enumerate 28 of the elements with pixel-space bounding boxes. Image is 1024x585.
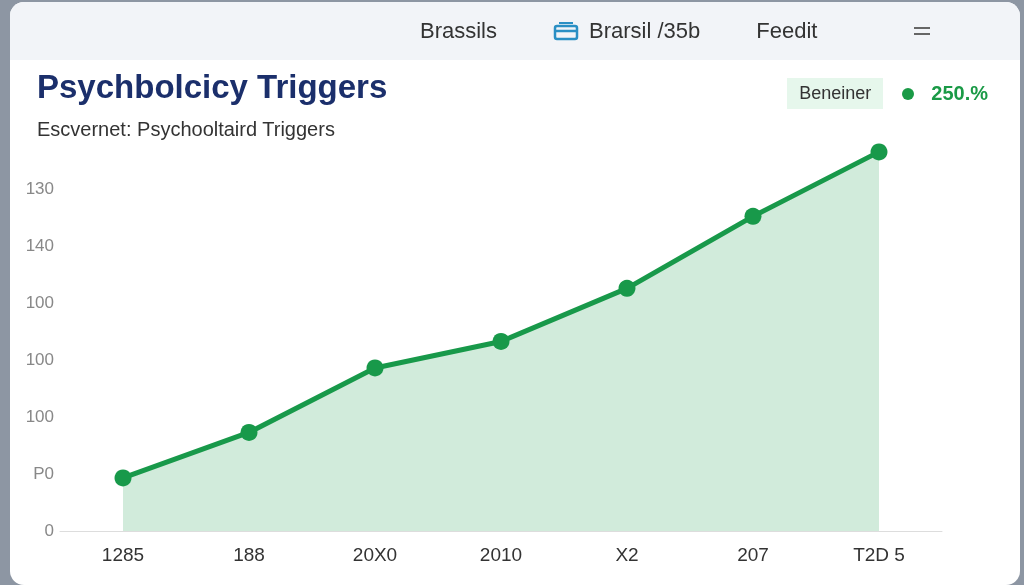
- text: 0: [44, 521, 54, 541]
- text: 130: [25, 179, 54, 200]
- text: 100: [25, 407, 54, 428]
- text: 100: [25, 293, 54, 314]
- x-tick-label: 20X0: [352, 544, 398, 565]
- x-tick-label: X2: [615, 544, 639, 565]
- point: [366, 359, 384, 377]
- point: [492, 332, 510, 350]
- text: Beneiner: [787, 78, 884, 109]
- text: 250.%: [930, 82, 988, 105]
- point: [618, 279, 636, 297]
- x-tick-label: 2010: [479, 544, 523, 565]
- x-tick-label: 207: [737, 544, 769, 565]
- text: 140: [25, 236, 54, 257]
- text: Brassils: [420, 18, 498, 44]
- point: [114, 469, 132, 487]
- text: P0: [33, 464, 54, 485]
- point: [870, 143, 888, 161]
- chart-subtitle: Escvernet: Psychooltaird Triggers: [37, 118, 335, 141]
- text: Feedit: [756, 18, 818, 44]
- text: 100: [25, 350, 54, 371]
- chart-title: Psychbolcicy Triggers: [37, 68, 388, 106]
- x-tick-label: 1285: [101, 544, 145, 565]
- text: Brarsil /35b: [588, 18, 701, 44]
- point: [744, 207, 762, 225]
- point: [240, 423, 258, 441]
- x-tick-label: T2D 5: [853, 544, 905, 565]
- x-tick-label: 188: [233, 544, 265, 565]
